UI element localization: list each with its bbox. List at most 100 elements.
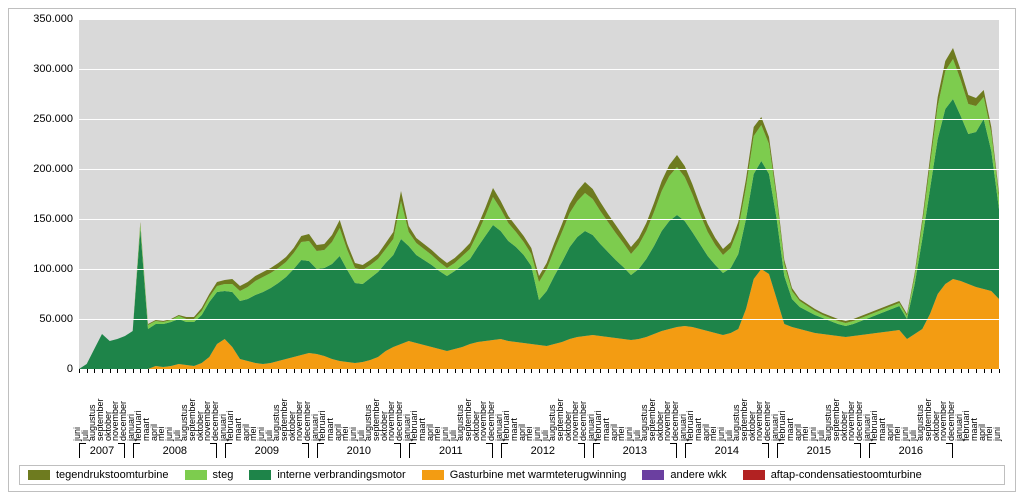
legend-label: aftap-condensatiestoomturbine [771,469,922,481]
x-tick [669,369,670,373]
x-tick [194,369,195,373]
x-tick [102,369,103,373]
x-tick [616,369,617,373]
y-tick-label: 350.000 [13,13,73,25]
x-tick [884,369,885,373]
x-axis-months: junijuliaugustusseptemberoktobernovember… [79,371,999,441]
x-tick [363,369,364,373]
x-tick [639,369,640,373]
gridline [79,319,999,320]
x-tick [508,369,509,373]
legend-label: andere wkk [670,469,726,481]
year-label: 2011 [409,445,493,457]
year-group: 2011 [409,443,493,461]
legend-item-aftap: aftap-condensatiestoomturbine [743,469,922,481]
x-tick [715,369,716,373]
x-tick [271,369,272,373]
year-label: 2009 [225,445,309,457]
x-tick [286,369,287,373]
x-tick [899,369,900,373]
x-tick [869,369,870,373]
x-tick [163,369,164,373]
year-label: 2015 [777,445,861,457]
x-tick [807,369,808,373]
legend-item-gasturbine: Gasturbine met warmteterugwinning [422,469,627,481]
x-tick [823,369,824,373]
x-tick [125,369,126,373]
x-tick [700,369,701,373]
x-tick [401,369,402,373]
x-tick [186,369,187,373]
x-tick [255,369,256,373]
legend-swatch [743,470,765,480]
year-label: 2012 [501,445,585,457]
x-tick [945,369,946,373]
year-label: 2010 [317,445,401,457]
x-tick [409,369,410,373]
x-axis-years: 2007200820092010201120122013201420152016 [79,443,999,463]
x-tick [999,369,1000,373]
x-tick [646,369,647,373]
x-tick [769,369,770,373]
year-label: 2014 [685,445,769,457]
x-tick [156,369,157,373]
legend-label: steg [213,469,234,481]
x-tick [531,369,532,373]
x-tick [784,369,785,373]
x-tick [585,369,586,373]
x-tick [631,369,632,373]
legend-swatch [28,470,50,480]
x-tick [907,369,908,373]
x-tick [792,369,793,373]
x-tick [738,369,739,373]
x-tick [294,369,295,373]
gridline [79,19,999,20]
y-tick-label: 100.000 [13,263,73,275]
x-tick [991,369,992,373]
x-tick [547,369,548,373]
year-group: 2013 [593,443,677,461]
x-tick [462,369,463,373]
year-group: 2007 [79,443,125,461]
x-tick [301,369,302,373]
x-tick [340,369,341,373]
y-tick-label: 0 [13,363,73,375]
x-tick [455,369,456,373]
x-tick [416,369,417,373]
x-tick [355,369,356,373]
x-tick [677,369,678,373]
year-group: 2008 [133,443,217,461]
x-tick [470,369,471,373]
x-tick [953,369,954,373]
x-tick [662,369,663,373]
stacked-area-svg [79,19,999,369]
gridline [79,119,999,120]
x-tick [539,369,540,373]
legend-item-tegendruk: tegendrukstoomturbine [28,469,169,481]
x-tick [608,369,609,373]
legend-swatch [422,470,444,480]
x-tick [478,369,479,373]
x-tick [654,369,655,373]
x-tick [930,369,931,373]
legend: tegendrukstoomturbine steg interne verbran… [19,465,1005,485]
x-tick [976,369,977,373]
year-group: 2010 [317,443,401,461]
x-tick [915,369,916,373]
x-tick [439,369,440,373]
x-tick [754,369,755,373]
x-tick [309,369,310,373]
x-tick [830,369,831,373]
x-tick [278,369,279,373]
legend-item-interne: interne verbrandingsmotor [249,469,405,481]
x-tick [692,369,693,373]
x-tick [133,369,134,373]
x-tick [600,369,601,373]
x-tick [846,369,847,373]
x-tick [493,369,494,373]
x-tick [623,369,624,373]
x-tick [332,369,333,373]
gridline [79,169,999,170]
x-tick [777,369,778,373]
y-tick-label: 200.000 [13,163,73,175]
